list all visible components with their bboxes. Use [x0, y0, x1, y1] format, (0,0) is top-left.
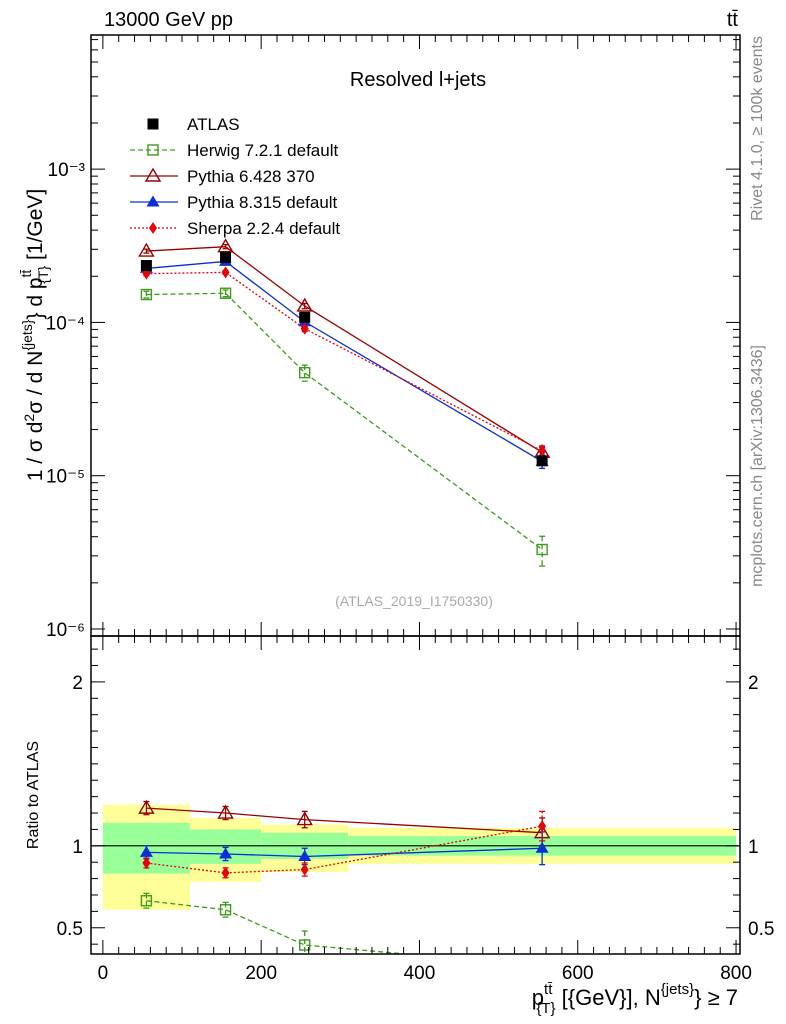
- x-tick-label: 600: [562, 963, 594, 984]
- ratio-series-sherpa-2-2-4-default: [142, 810, 547, 879]
- ratio-point-pythia-6-428-370: [138, 799, 155, 814]
- series-pythia-8-315-default: [139, 254, 549, 470]
- ratio-panel: 0 200 400 600 800 0.5 0.5 1 1 2 2 Ratio to ATLAS p…: [25, 635, 774, 1017]
- plot-title: Resolved l+jets: [350, 69, 486, 91]
- data-point-herwig-7-2-1-default: [536, 543, 548, 556]
- ratio-line-herwig-7-2-1-default: [146, 900, 413, 954]
- series-line-sherpa-2-2-4-default: [146, 271, 543, 452]
- ratio-point-sherpa-2-2-4-default: [221, 866, 230, 879]
- process-label: tt̄: [727, 9, 739, 31]
- ratio-series: [138, 799, 551, 971]
- data-point-atlas: [140, 260, 152, 272]
- legend-label: Sherpa 2.2.4 default: [187, 219, 340, 238]
- ratio-series-herwig-7-2-1-default: [140, 892, 547, 971]
- svg-text:ptt̄{T} [{GeV}], N{jets}} ≥ 7: ptt̄ {T} [{GeV}], N{jets}} ≥ 7: [532, 981, 738, 1017]
- ratio-line-pythia-8-315-default: [146, 847, 543, 858]
- ratio-point-sherpa-2-2-4-default: [300, 863, 309, 876]
- ratio-ytick-label: 1: [72, 837, 83, 858]
- data-point-atlas: [299, 311, 311, 323]
- ratio-point-sherpa-2-2-4-default: [142, 857, 151, 870]
- legend-entry-herwig-7-2-1-default: Herwig 7.2.1 default: [130, 141, 338, 160]
- ratio-point-pythia-8-315-default: [219, 847, 233, 859]
- main-ytick-label: 10⁻³: [48, 160, 86, 181]
- main-ytick-label: 10⁻⁵: [46, 467, 85, 488]
- ratio-ytick-label-right: 1: [748, 837, 759, 858]
- x-tick-label: 0: [98, 963, 109, 984]
- series-atlas: [140, 252, 548, 467]
- main-axis-ticks: 10⁻⁶ 10⁻⁵ 10⁻⁴ 10⁻³: [46, 35, 740, 641]
- data-point-pythia-6-428-370: [138, 242, 155, 257]
- ratio-point-pythia-8-315-default: [535, 841, 549, 853]
- legend-label: Herwig 7.2.1 default: [187, 141, 338, 160]
- ratio-ytick-label-right: 0.5: [748, 919, 774, 940]
- ratio-ytick-label: 2: [72, 673, 83, 694]
- y-axis-label-ratio: Ratio to ATLAS: [25, 741, 42, 849]
- data-point-sherpa-2-2-4-default: [221, 266, 230, 279]
- data-point-pythia-6-428-370: [217, 238, 234, 253]
- main-ytick-label: 10⁻⁶: [46, 620, 85, 641]
- data-point-herwig-7-2-1-default: [298, 366, 311, 379]
- data-point-sherpa-2-2-4-default: [538, 444, 547, 457]
- ratio-uncertainty-bands: [91, 804, 740, 910]
- data-point-sherpa-2-2-4-default: [300, 322, 309, 335]
- url-label: mcplots.cern.ch [arXiv:1306.3436]: [749, 345, 766, 587]
- series-line-herwig-7-2-1-default: [146, 292, 543, 551]
- x-axis-label: ptt̄ {T} [{GeV}], N{jets}} ≥ 7: [532, 981, 738, 1017]
- legend-entry-atlas: ATLAS: [147, 115, 240, 134]
- ratio-point-herwig-7-2-1-default: [298, 939, 311, 951]
- legend-label: Pythia 6.428 370: [187, 167, 315, 186]
- ratio-line-pythia-6-428-370: [146, 807, 543, 834]
- y-axis-label-main: 1 / σ d2σ / d N{jets}} d ptt̄{T} [1/GeV]: [18, 189, 51, 482]
- data-point-pythia-6-428-370: [296, 297, 313, 312]
- legend-marker: [149, 222, 157, 234]
- legend-entry-pythia-6-428-370: Pythia 6.428 370: [130, 167, 315, 186]
- main-panel: 10⁻⁶ 10⁻⁵ 10⁻⁴ 10⁻³ Resolved l+jets (ATLAS_…: [18, 34, 741, 641]
- ratio-point-pythia-8-315-default: [139, 845, 153, 857]
- legend-marker: [147, 144, 159, 156]
- legend-marker: [147, 118, 159, 130]
- x-tick-label: 800: [720, 963, 752, 984]
- series-line-pythia-6-428-370: [146, 246, 543, 453]
- data-point-atlas: [536, 455, 548, 467]
- legend-entry-pythia-8-315-default: Pythia 8.315 default: [130, 193, 338, 212]
- ratio-point-pythia-6-428-370: [217, 804, 234, 819]
- legend-label: Pythia 8.315 default: [187, 193, 338, 212]
- series-line-pythia-8-315-default: [146, 260, 543, 462]
- data-point-herwig-7-2-1-default: [219, 287, 232, 299]
- data-point-atlas: [220, 252, 232, 264]
- ratio-frame: [90, 635, 741, 955]
- energy-label: 13000 GeV pp: [104, 9, 233, 31]
- ratio-ytick-label: 0.5: [57, 919, 83, 940]
- rivet-label: Rivet 4.1.0, ≥ 100k events: [749, 36, 766, 221]
- ratio-point-herwig-7-2-1-default: [537, 961, 547, 971]
- x-tick-label: 200: [245, 963, 277, 984]
- ratio-series-pythia-8-315-default: [139, 831, 549, 866]
- legend-marker: [146, 195, 160, 207]
- ratio-axis-ticks: 0 200 400 600 800 0.5 0.5 1 1 2 2: [57, 636, 774, 984]
- legend-label: ATLAS: [187, 115, 240, 134]
- legend: ATLAS Herwig 7.2.1 default Pythia 6.428 37…: [130, 115, 340, 238]
- ratio-ytick-label-right: 2: [748, 673, 759, 694]
- main-series: [138, 238, 551, 567]
- series-herwig-7-2-1-default: [140, 287, 548, 567]
- data-point-herwig-7-2-1-default: [140, 288, 153, 301]
- ratio-point-pythia-8-315-default: [298, 849, 312, 861]
- legend-marker: [144, 167, 162, 182]
- ratio-point-pythia-6-428-370: [296, 811, 313, 826]
- legend-entry-sherpa-2-2-4-default: Sherpa 2.2.4 default: [130, 219, 340, 238]
- ratio-point-herwig-7-2-1-default: [140, 895, 153, 907]
- ratio-point-herwig-7-2-1-default: [219, 904, 232, 916]
- x-tick-label: 400: [404, 963, 436, 984]
- main-ytick-label: 10⁻⁴: [46, 313, 85, 334]
- analysis-watermark: (ATLAS_2019_I1750330): [335, 593, 493, 609]
- ratio-point-sherpa-2-2-4-default: [538, 820, 547, 833]
- svg-text:1 / σ d2σ / d N{jets}} d ptt̄{: 1 / σ d2σ / d N{jets}} d ptt̄{T} [1/GeV]: [18, 189, 51, 482]
